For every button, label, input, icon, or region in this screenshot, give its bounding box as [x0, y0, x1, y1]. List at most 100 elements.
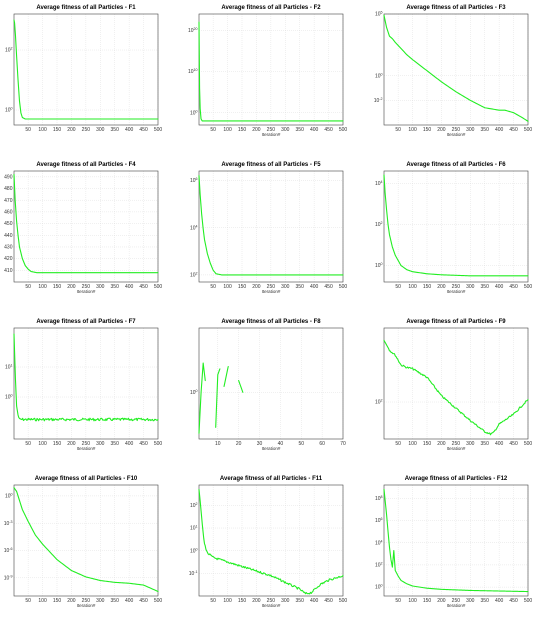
chart-panel-8: Average fitness of all Particles - F8 10 2…	[185, 314, 368, 468]
x-tick-label: 500	[154, 284, 163, 290]
x-tick-label: 350	[296, 598, 305, 604]
chart-panel-5: Average fitness of all Particles - F5 50 1…	[185, 157, 368, 311]
chart-title: Average fitness of all Particles - F9	[406, 319, 506, 325]
x-tick-label: 450	[509, 441, 518, 447]
chart-svg: Average fitness of all Particles - F10 50…	[4, 476, 163, 608]
y-tick-label: 100	[190, 547, 198, 554]
x-tick-label: 50	[25, 598, 31, 604]
y-tick-label: 102	[5, 47, 13, 54]
x-tick-label: 200	[67, 441, 76, 447]
x-tick-label: 250	[452, 441, 461, 447]
plot-frame	[383, 170, 529, 283]
y-tick-label: 104	[375, 180, 383, 187]
chart-title: Average fitness of all Particles - F5	[221, 162, 321, 168]
x-tick-label: 300	[466, 127, 475, 133]
x-axis-label: Iteration#	[77, 446, 96, 451]
x-tick-label: 150	[238, 598, 247, 604]
chart-panel-11: Average fitness of all Particles - F11 50…	[185, 471, 368, 625]
y-tick-label: 480	[4, 186, 13, 192]
plot-frame	[198, 484, 344, 597]
y-tick-label: 102	[190, 272, 198, 279]
series-line-4	[238, 380, 244, 393]
y-tick-label: 104	[190, 224, 198, 231]
x-tick-label: 150	[238, 127, 247, 133]
x-tick-label: 500	[524, 598, 533, 604]
x-tick-label: 350	[111, 284, 120, 290]
y-tick-label: 1020	[188, 27, 198, 34]
y-tick-label: 102	[375, 562, 383, 569]
x-tick-label: 150	[423, 284, 432, 290]
x-tick-label: 50	[395, 127, 401, 133]
chart-title: Average fitness of all Particles - F12	[405, 476, 508, 482]
series-line-3	[223, 366, 229, 387]
x-tick-label: 400	[125, 127, 134, 133]
x-tick-label: 400	[310, 127, 319, 133]
y-tick-label: 105	[375, 11, 383, 18]
y-tick-label: 101	[190, 525, 198, 532]
y-tick-label: 100	[375, 584, 383, 591]
x-tick-label: 300	[281, 284, 290, 290]
series-line-1	[198, 175, 344, 276]
chart-title: Average fitness of all Particles - F10	[35, 476, 138, 482]
x-tick-label: 350	[111, 127, 120, 133]
x-tick-label: 500	[339, 284, 348, 290]
x-tick-label: 350	[296, 284, 305, 290]
x-axis-label: Iteration#	[447, 289, 466, 294]
x-tick-label: 250	[82, 284, 91, 290]
series-line-1	[198, 21, 344, 122]
x-tick-label: 250	[452, 284, 461, 290]
chart-svg: Average fitness of all Particles - F12 50…	[375, 476, 533, 608]
x-tick-label: 250	[82, 598, 91, 604]
x-tick-label: 400	[125, 598, 134, 604]
x-tick-label: 40	[278, 441, 284, 447]
x-tick-label: 50	[210, 598, 216, 604]
chart-title: Average fitness of all Particles - F7	[36, 319, 136, 325]
y-tick-label: 101	[5, 364, 13, 371]
x-tick-label: 200	[252, 284, 261, 290]
y-tick-label: 460	[4, 209, 13, 215]
x-tick-label: 50	[25, 127, 31, 133]
chart-title: Average fitness of all Particles - F2	[221, 5, 321, 11]
plot-frame	[13, 13, 159, 126]
x-tick-label: 300	[96, 284, 105, 290]
series-line-1	[13, 173, 159, 274]
y-tick-label: 108	[375, 495, 383, 502]
x-tick-label: 500	[524, 127, 533, 133]
plot-frame	[383, 327, 529, 440]
y-tick-label: 490	[4, 174, 13, 180]
chart-svg: Average fitness of all Particles - F11 50…	[189, 476, 348, 608]
x-tick-label: 500	[524, 441, 533, 447]
x-tick-label: 350	[481, 598, 490, 604]
plot-frame	[13, 170, 159, 283]
x-tick-label: 200	[437, 598, 446, 604]
chart-title: Average fitness of all Particles - F4	[36, 162, 136, 168]
x-tick-label: 200	[252, 127, 261, 133]
y-tick-label: 106	[375, 517, 383, 524]
x-tick-label: 450	[139, 127, 148, 133]
chart-panel-1: Average fitness of all Particles - F1 50 1…	[0, 0, 183, 154]
x-axis-label: Iteration#	[77, 289, 96, 294]
series-line-1	[383, 488, 529, 593]
x-tick-label: 200	[252, 598, 261, 604]
x-tick-label: 250	[82, 441, 91, 447]
x-tick-label: 350	[111, 598, 120, 604]
y-tick-label: 470	[4, 198, 13, 204]
chart-title: Average fitness of all Particles - F3	[406, 5, 506, 11]
series-line-1	[198, 362, 206, 434]
x-tick-label: 500	[339, 598, 348, 604]
y-tick-label: 100	[375, 72, 383, 79]
y-tick-label: 100	[190, 389, 198, 396]
chart-svg: Average fitness of all Particles - F6 50 1…	[375, 162, 532, 294]
x-tick-label: 100	[223, 284, 232, 290]
x-tick-label: 300	[96, 441, 105, 447]
y-tick-label: 420	[4, 256, 13, 262]
x-tick-label: 50	[210, 284, 216, 290]
chart-panel-12: Average fitness of all Particles - F12 50…	[370, 471, 550, 625]
x-tick-label: 450	[324, 598, 333, 604]
x-tick-label: 100	[408, 284, 417, 290]
plot-frame	[13, 327, 159, 440]
x-axis-label: Iteration#	[262, 289, 281, 294]
y-tick-label: 100	[375, 262, 383, 269]
chart-title: Average fitness of all Particles - F8	[221, 319, 321, 325]
